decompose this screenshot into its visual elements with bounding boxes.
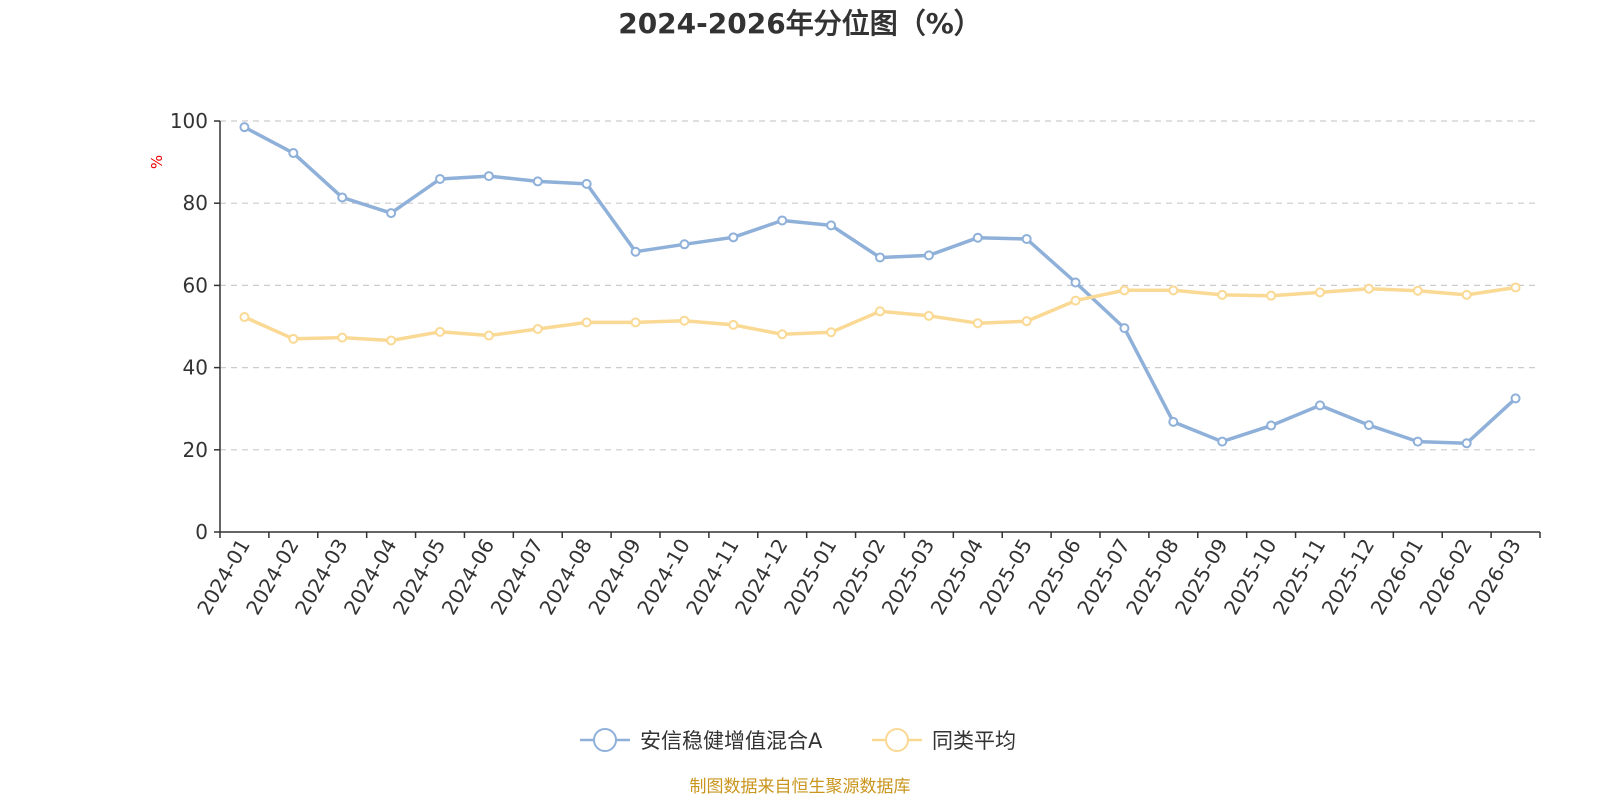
data-point	[1363, 420, 1374, 431]
y-tick-label: 60	[183, 273, 208, 297]
data-point	[1363, 283, 1374, 294]
data-point	[1266, 290, 1277, 301]
data-point	[728, 232, 739, 243]
data-point	[875, 306, 885, 317]
data-point	[532, 323, 543, 334]
data-point	[923, 250, 934, 261]
chart-title: 2024-2026年分位图（%）	[618, 7, 982, 40]
data-point	[630, 246, 641, 257]
source-note: 制图数据来自恒生聚源数据库	[690, 777, 911, 797]
data-point	[972, 232, 983, 243]
data-point	[1461, 289, 1472, 300]
data-point	[1070, 277, 1081, 288]
data-point	[1021, 316, 1032, 327]
data-point	[435, 173, 445, 184]
data-point	[875, 252, 885, 263]
data-point	[826, 327, 837, 338]
data-point	[826, 220, 837, 231]
y-tick-label: 100	[170, 109, 208, 133]
gridlines	[220, 120, 1540, 451]
data-point	[239, 122, 250, 133]
data-point	[1315, 400, 1325, 411]
data-point	[1119, 323, 1130, 334]
data-point	[386, 208, 397, 219]
y-axis-unit-label: %	[148, 155, 166, 169]
data-point	[239, 312, 250, 323]
data-point	[679, 239, 690, 250]
legend-marker-1	[885, 728, 909, 752]
data-point	[1070, 295, 1081, 306]
data-point	[1412, 285, 1423, 296]
data-point	[777, 215, 788, 226]
data-point	[1315, 287, 1325, 298]
data-point	[972, 318, 983, 329]
series-lines	[239, 122, 1521, 449]
data-point	[581, 178, 592, 189]
data-point	[728, 319, 739, 330]
data-point	[386, 335, 397, 346]
data-point	[1217, 436, 1228, 447]
data-point	[1168, 285, 1179, 296]
legend-label-1: 同类平均	[932, 729, 1016, 753]
data-point	[1168, 416, 1179, 427]
axes: 0204060801002024-012024-022024-032024-04…	[170, 109, 1541, 619]
legend: 安信稳健增值混合A 同类平均	[580, 728, 1016, 753]
data-point	[1021, 233, 1032, 244]
data-point	[923, 310, 934, 321]
data-point	[1510, 393, 1521, 404]
y-tick-label: 80	[183, 191, 208, 215]
data-point	[337, 332, 348, 343]
data-point	[1119, 285, 1130, 296]
y-tick-label: 40	[183, 356, 208, 380]
data-point	[1510, 282, 1521, 293]
data-point	[483, 171, 494, 182]
data-point	[337, 192, 348, 203]
legend-label-0: 安信稳健增值混合A	[640, 729, 823, 753]
data-point	[435, 326, 445, 337]
data-point	[1217, 289, 1228, 300]
data-point	[1266, 420, 1277, 431]
data-point	[630, 317, 641, 328]
data-point	[532, 176, 543, 187]
y-tick-label: 0	[195, 520, 208, 544]
data-point	[679, 315, 690, 326]
data-point	[1412, 436, 1423, 447]
data-point	[288, 333, 299, 344]
data-point	[483, 330, 494, 341]
data-point	[777, 329, 788, 340]
data-point	[288, 148, 299, 159]
data-point	[1461, 438, 1472, 449]
y-tick-label: 20	[183, 438, 208, 462]
legend-marker-0	[593, 728, 617, 752]
data-point	[581, 317, 592, 328]
